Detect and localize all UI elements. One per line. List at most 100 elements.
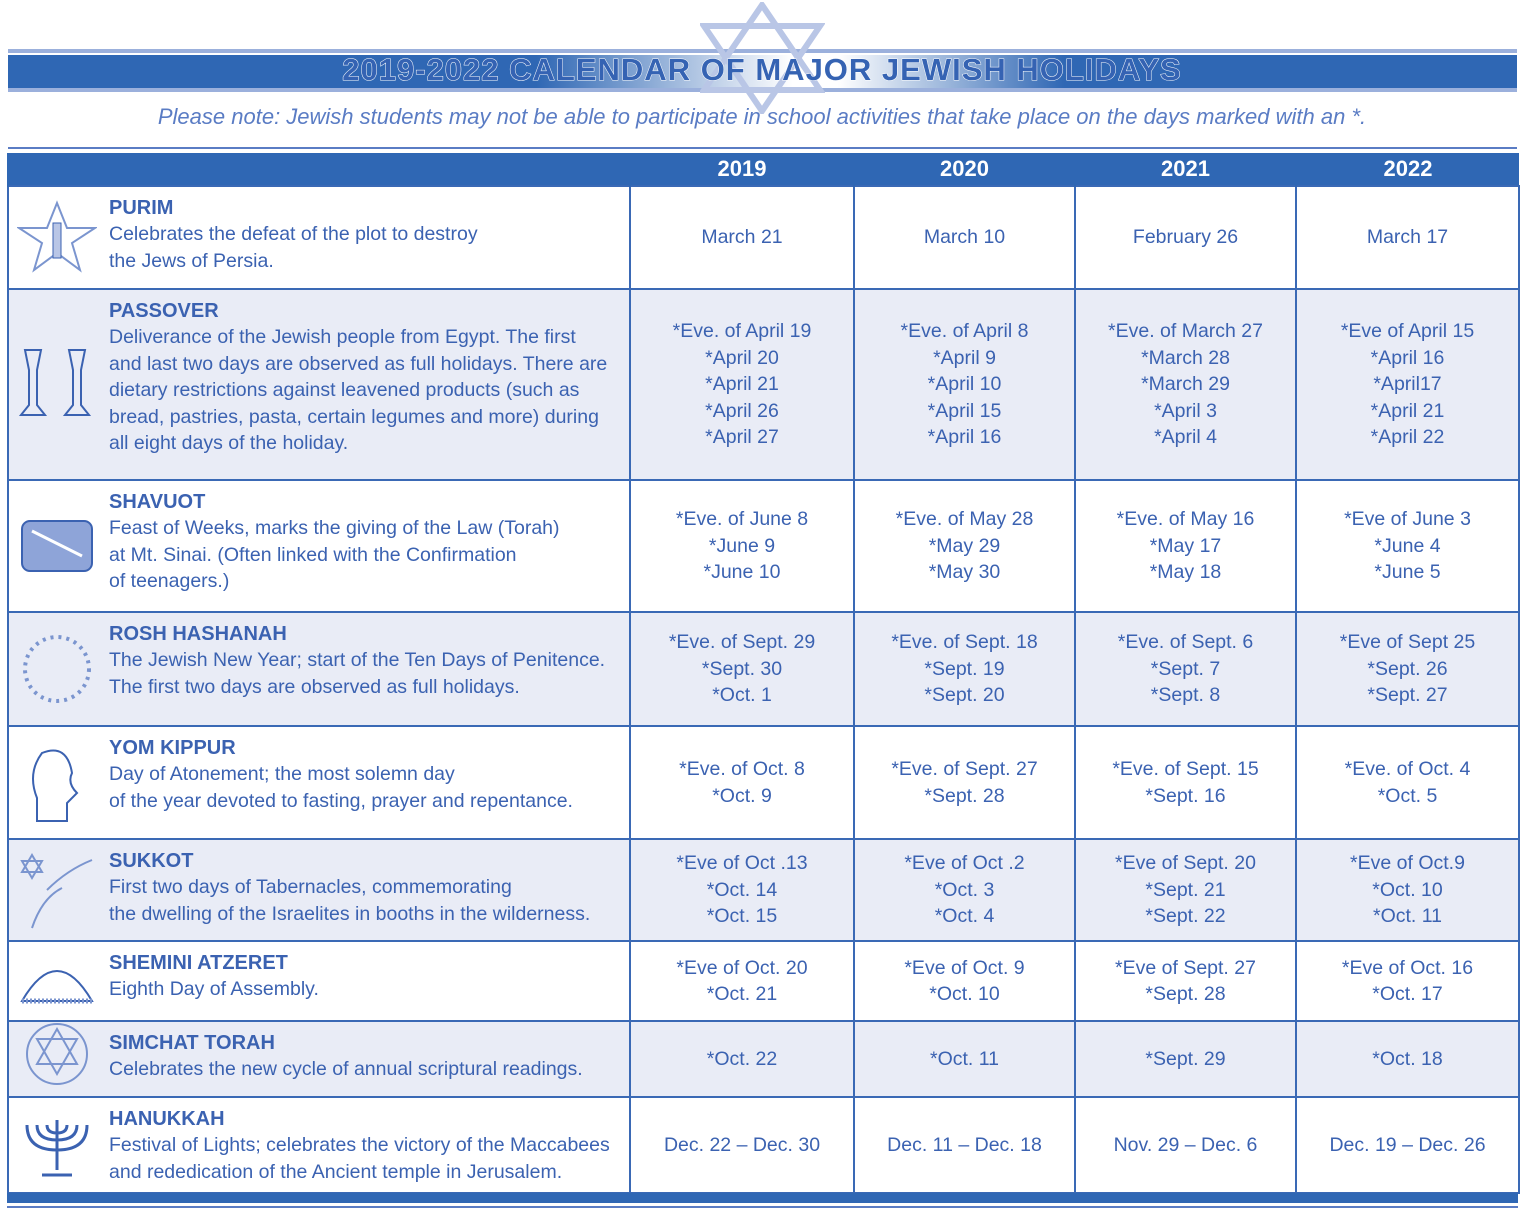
column-header-2022: 2022 — [1295, 153, 1519, 186]
date-line: *Eve. of Oct. 8 — [679, 758, 805, 780]
date-cell-2022: *Eve of Oct.9 *Oct. 10 *Oct. 11 — [1295, 838, 1520, 942]
holiday-description-line: at Mt. Sinai. (Often linked with the Con… — [109, 543, 517, 566]
date-cell-2021: *Eve of Sept. 20 *Sept. 21 *Sept. 22 — [1074, 838, 1297, 942]
date-line: *Sept. 22 — [1145, 905, 1226, 928]
holiday-name: YOM KIPPUR — [109, 737, 236, 759]
holiday-description-line: and rededication of the Ancient temple i… — [109, 1160, 563, 1183]
date-line: *April 22 — [1370, 426, 1445, 449]
date-line: *May 29 — [928, 534, 1001, 557]
holiday-description-cell: SIMCHAT TORAH Celebrates the new cycle of… — [7, 1020, 631, 1098]
holiday-name: SUKKOT — [109, 850, 194, 872]
date-cell-2020: *Eve of Oct .2 *Oct. 3 *Oct. 4 — [853, 838, 1076, 942]
date-line: *Oct. 14 — [706, 878, 778, 901]
holiday-description-cell: HANUKKAH Festival of Lights; celebrates t… — [7, 1096, 631, 1194]
date-line: *Oct. 22 — [706, 1047, 778, 1070]
column-header — [7, 153, 630, 186]
date-line: *Eve of Oct.9 — [1350, 852, 1465, 875]
date-line: *Oct. 11 — [929, 1047, 999, 1070]
date-cell-2021: *Eve. of May 16 *May 17 *May 18 — [1074, 479, 1297, 613]
holiday-name: SIMCHAT TORAH — [109, 1032, 275, 1054]
date-line: *March 29 — [1141, 373, 1230, 396]
column-header-2020: 2020 — [853, 153, 1075, 186]
date-line: March 21 — [701, 226, 783, 249]
date-line: *March 28 — [1141, 346, 1230, 369]
holiday-table: 2019 2020 2021 2022 PURIM Celebrates the … — [7, 153, 1520, 1194]
holiday-name: HANUKKAH — [109, 1108, 225, 1130]
holiday-description-cell: SHAVUOT Feast of Weeks, marks the giving … — [7, 479, 631, 613]
page-note: Please note: Jewish students may not be … — [157, 104, 1367, 129]
holiday-row: SUKKOT First two days of Tabernacles, com… — [7, 838, 1520, 942]
kiddush-cups-icon — [18, 348, 92, 416]
date-line: *June 4 — [1374, 534, 1441, 557]
date-line: *April 21 — [705, 373, 779, 396]
date-line: *Eve. of Oct. 4 — [1344, 758, 1471, 780]
date-line: *Oct. 5 — [1377, 784, 1438, 807]
header-row: 2019 2020 2021 2022 — [7, 153, 1519, 186]
holiday-description-line: the dwelling of the Israelites in booths… — [109, 902, 591, 925]
footer-rule — [7, 1206, 1518, 1208]
date-line: February 26 — [1132, 226, 1239, 249]
date-cell-2021: *Eve. of Sept. 6 *Sept. 7 *Sept. 8 — [1074, 611, 1297, 727]
date-line: *Oct. 10 — [929, 983, 1000, 1005]
date-cell-2020: *Eve. of May 28 *May 29 *May 30 — [853, 479, 1076, 613]
holiday-description-cell: PURIM Celebrates the defeat of the plot t… — [7, 185, 631, 290]
date-line: *Eve of Sept. 20 — [1115, 852, 1256, 875]
holiday-row: SHEMINI ATZERET Eighth Day of Assembly. *E… — [7, 940, 1520, 1022]
date-line: *Eve of April 15 — [1340, 320, 1475, 343]
date-cell-2019: March 21 — [629, 185, 855, 290]
holiday-row: SHAVUOT Feast of Weeks, marks the giving … — [7, 479, 1520, 613]
holiday-description-cell: SUKKOT First two days of Tabernacles, com… — [7, 838, 631, 942]
column-header-2019: 2019 — [629, 153, 854, 186]
date-line: *April 16 — [1370, 346, 1445, 369]
date-line: *Sept. 7 — [1150, 657, 1221, 680]
date-cell-2022: Dec. 19 – Dec. 26 — [1295, 1096, 1520, 1194]
date-cell-2022: *Eve of Oct. 16 *Oct. 17 — [1295, 940, 1520, 1022]
title-banner — [8, 53, 1517, 88]
date-cell-2022: *Eve of Sept 25 *Sept. 26 *Sept. 27 — [1295, 611, 1520, 727]
date-line: *Eve of June 3 — [1344, 508, 1471, 531]
date-line: *Oct. 4 — [934, 905, 995, 928]
holiday-name: PASSOVER — [109, 300, 219, 322]
menorah-icon — [25, 1120, 89, 1177]
date-cell-2022: *Eve. of Oct. 4 *Oct. 5 — [1295, 725, 1520, 840]
date-line: *May 30 — [928, 561, 1001, 584]
holiday-description-line: Deliverance of the Jewish people from Eg… — [109, 326, 576, 348]
date-cell-2021: Nov. 29 – Dec. 6 — [1074, 1096, 1297, 1194]
date-cell-2021: *Sept. 29 — [1074, 1020, 1297, 1098]
date-line: *Sept. 29 — [1145, 1047, 1226, 1070]
date-line: *Eve. of Sept. 27 — [891, 758, 1038, 780]
date-line: *May 18 — [1149, 561, 1222, 584]
torah-scroll-icon — [21, 520, 93, 572]
date-line: March 17 — [1366, 226, 1449, 249]
date-cell-2019: *Eve of Oct .13 *Oct. 14 *Oct. 15 — [629, 838, 855, 942]
holiday-description-line: the Jews of Persia. — [109, 249, 274, 272]
date-cell-2019: Dec. 22 – Dec. 30 — [629, 1096, 855, 1194]
date-line: *Oct. 17 — [1372, 983, 1443, 1005]
holiday-description-line: First two days of Tabernacles, commemora… — [109, 876, 512, 898]
date-line: *June 10 — [703, 561, 781, 584]
holiday-name: SHEMINI ATZERET — [109, 952, 288, 974]
date-line: *Sept. 26 — [1367, 657, 1448, 680]
date-line: *Eve of Sept 25 — [1339, 631, 1476, 654]
date-cell-2020: Dec. 11 – Dec. 18 — [853, 1096, 1076, 1194]
holiday-description-line: dietary restrictions against leavened pr… — [109, 379, 580, 401]
page-title: 2019-2022 CALENDAR OF MAJOR JEWISH HOLID… — [342, 52, 1182, 88]
holiday-description-cell: ROSH HASHANAH The Jewish New Year; start … — [7, 611, 631, 727]
date-cell-2019: *Eve. of June 8 *June 9 *June 10 — [629, 479, 855, 613]
date-cell-2020: *Eve. of Sept. 27 *Sept. 28 — [853, 725, 1076, 840]
holiday-description-line: Festival of Lights; celebrates the victo… — [109, 1134, 610, 1156]
date-line: *Eve of Oct .2 — [904, 852, 1025, 875]
date-cell-2020: March 10 — [853, 185, 1076, 290]
star-wreath-icon — [23, 635, 91, 703]
holiday-description-cell: SHEMINI ATZERET Eighth Day of Assembly. — [7, 940, 631, 1022]
holiday-description-line: Celebrates the defeat of the plot to des… — [109, 223, 478, 245]
date-line: *June 5 — [1374, 561, 1441, 584]
date-line: *Sept. 16 — [1145, 784, 1226, 807]
date-line: *Eve. of April 8 — [900, 320, 1029, 343]
date-line: *Eve of Oct .13 — [676, 852, 808, 875]
date-cell-2019: *Eve. of April 19 *April 20 *April 21 *Apri… — [629, 288, 855, 481]
date-line: *June 9 — [708, 534, 776, 557]
date-line: *April 16 — [927, 426, 1002, 449]
holiday-description-line: Day of Atonement; the most solemn day — [109, 763, 455, 785]
date-line: *Sept. 8 — [1150, 684, 1221, 707]
